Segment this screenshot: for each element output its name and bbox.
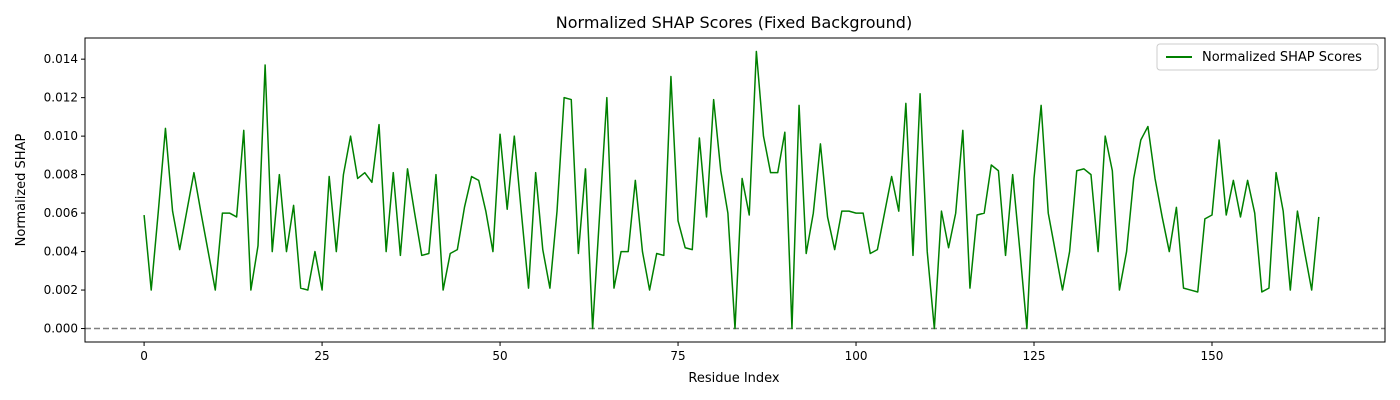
legend-label: Normalized SHAP Scores (1202, 50, 1362, 65)
x-tick-label: 125 (1023, 349, 1046, 363)
y-tick-label: 0.012 (44, 91, 78, 105)
x-tick-label: 25 (314, 349, 329, 363)
y-tick-label: 0.010 (44, 129, 78, 143)
x-tick-label: 0 (140, 349, 148, 363)
plot-frame (84, 37, 1386, 343)
y-axis-label: Normalized SHAP (14, 134, 29, 247)
y-tick-label: 0.002 (44, 283, 78, 297)
x-tick-label: 50 (492, 349, 507, 363)
y-tick-label: 0.006 (44, 206, 78, 220)
y-tick-label: 0.008 (44, 168, 78, 182)
y-tick-label: 0.000 (44, 322, 78, 336)
x-tick-label: 75 (670, 349, 685, 363)
x-tick-label: 100 (845, 349, 868, 363)
chart-title: Normalized SHAP Scores (Fixed Background… (556, 13, 912, 32)
x-axis-label: Residue Index (688, 371, 780, 386)
legend: Normalized SHAP Scores (1156, 43, 1379, 71)
x-axis: 0 25 50 75 100 125 150 (140, 342, 1223, 363)
y-tick-label: 0.004 (44, 245, 78, 259)
legend-box (1156, 43, 1379, 71)
plot-area (85, 50, 1385, 330)
series-line-0 (143, 50, 1320, 330)
y-axis: 0.000 0.002 0.004 0.006 0.008 0.010 0.012 0.014 (44, 52, 85, 336)
x-tick-label: 150 (1201, 349, 1224, 363)
y-tick-label: 0.014 (44, 52, 78, 66)
